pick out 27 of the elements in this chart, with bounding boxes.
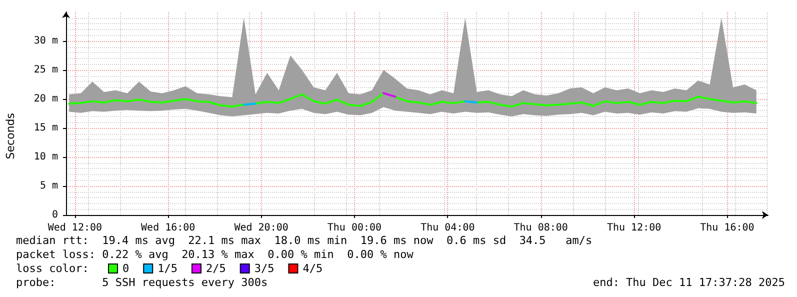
y-tick-label: 5 m <box>40 180 58 192</box>
y-tick-label: 25 m <box>34 64 58 76</box>
x-tick-label: Wed 16:00 <box>141 222 196 234</box>
y-axis-title: Seconds <box>4 112 17 160</box>
legend-label: 0 <box>122 262 130 275</box>
y-tick-label: 10 m <box>34 152 58 162</box>
legend-label: 1/5 <box>158 262 178 275</box>
y-tick-label: 15 m <box>34 122 58 134</box>
x-tick-label: Thu 12:00 <box>606 222 662 234</box>
legend-label: 4/5 <box>302 262 323 275</box>
line-series <box>68 92 758 108</box>
text: median rtt: 19.4 ms avg 22.1 ms max 18.0 ms min 19.6 ms now 0.6 ms sd 34.5 am/s <box>16 234 592 247</box>
x-tick-label: Thu 00:00 <box>327 222 382 234</box>
x-tick-label: Thu 08:00 <box>514 222 568 234</box>
x-tick-label: Wed 12:00 <box>48 222 102 234</box>
y-tick-label: 20 m <box>34 94 58 104</box>
text: packet loss: 0.22 % avg 20.13 % max 0.00 % min 0.00 % now <box>16 248 414 261</box>
legend-label: 2/5 <box>206 262 226 275</box>
y-tick-label: 0 <box>52 210 58 220</box>
y-tick-label: 30 m <box>34 36 58 46</box>
legend-title: loss color: <box>16 262 89 275</box>
x-tick-label: Thu 16:00 <box>700 222 754 234</box>
x-tick-label: Wed 20:00 <box>234 222 288 234</box>
legend-label: 3/5 <box>254 262 274 275</box>
text: probe: 5 SSH requests every 300s <box>16 276 268 289</box>
text: end: Thu Dec 11 17:37:28 2025 <box>592 276 786 289</box>
x-tick-label: Thu 04:00 <box>420 222 475 234</box>
